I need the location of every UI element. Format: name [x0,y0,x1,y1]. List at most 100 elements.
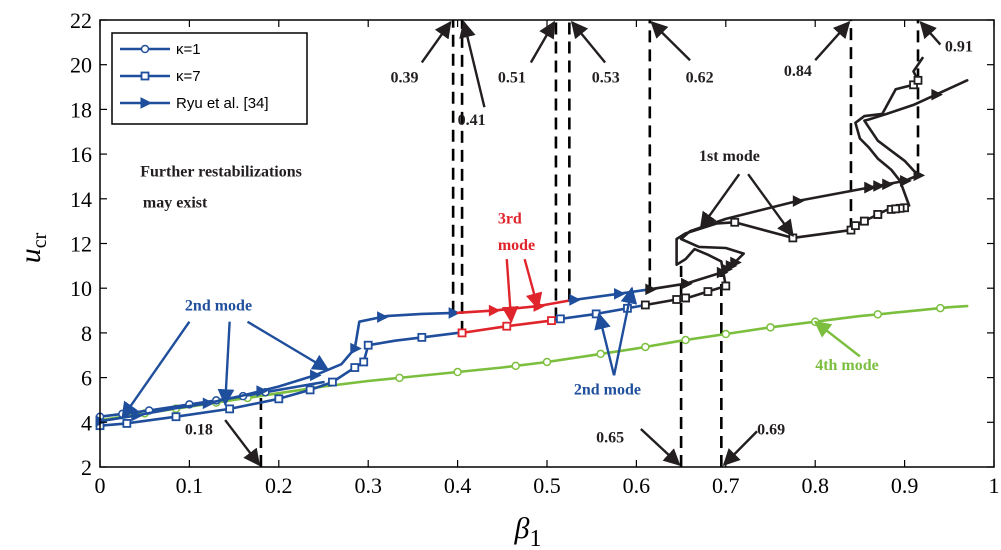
annotation-label: 1st mode [699,148,760,165]
series-9-marker-7 [792,195,805,207]
series-line-9 [648,79,969,291]
annotation-arrow-15-0 [813,320,861,358]
y-tick-label: 10 [70,276,92,301]
y-tick-label: 12 [70,232,92,257]
series-2-marker-4 [274,394,284,404]
y-tick-label: 6 [81,366,92,391]
series-9-marker-0 [645,283,657,296]
x-tick-label: 0.9 [891,473,919,498]
series-2-marker-3 [225,404,235,414]
series-6-marker-3 [256,385,269,397]
series-2-marker-10 [417,332,427,342]
series-2-marker-6 [328,377,337,387]
series-5-marker-3 [703,287,713,296]
series-0-marker-13 [766,323,775,332]
x-tick-label: 0.8 [801,473,829,498]
y-tick-label: 8 [81,321,92,346]
series-2-marker-7 [350,363,360,372]
x-tick-label: 0 [95,473,106,498]
annotation-arrow-3-0 [570,20,607,64]
series-5-marker-8 [846,225,856,235]
annotation-arrow-4-0 [650,21,691,62]
series-0-marker-7 [511,361,520,371]
series-5-marker-17 [891,204,901,214]
annotation-arrow-12-1 [523,258,543,310]
series-9-marker-11 [873,180,885,192]
annotation-label: 2nd mode [574,381,641,398]
legend-marker-0 [140,44,150,54]
series-5-marker-19 [913,75,923,85]
series-0-marker-12 [721,329,731,339]
x-tick-label: 1 [989,473,1000,498]
annotation-arrow-13-2 [246,320,330,371]
x-tick-label: 0.1 [176,473,204,498]
annotation-arrow-12-0 [501,259,519,324]
annotation-label: 0.91 [945,38,973,55]
series-6-marker-7 [448,307,461,319]
series-5-marker-4 [672,295,682,304]
annotation-arrow-9-0 [722,430,758,466]
series-4-marker-0 [556,314,565,324]
annotation-arrow-14-1 [594,312,616,376]
annotation-arrow-5-0 [814,20,851,62]
annotation-label: Further restabilizations [140,163,302,180]
series-line-6 [98,311,459,423]
series-6-marker-5 [350,342,362,355]
series-3-marker-0 [457,328,467,338]
annotations: 0.39 0.41 0.51 0.53 0.62 0.84 0.91 0.18 0.65 0.69… [121,20,973,467]
series-6-marker-4 [310,369,322,382]
series-9-marker-5 [681,277,693,290]
y-tick-label: 16 [70,142,92,167]
series-5-marker-5 [681,293,690,303]
series-0-marker-11 [681,335,690,345]
y-tick-label: 22 [70,8,92,33]
series-5-marker-16 [851,221,860,231]
annotation-arrow-2-0 [529,20,556,64]
legend-marker-1 [140,71,150,81]
annotation-label: 0.41 [458,112,486,129]
annotation-label: 0.65 [596,429,624,446]
series-line-5 [643,56,924,307]
series-6-marker-0 [95,415,108,427]
series-0-marker-10 [641,342,650,352]
x-axis-label: β1 [514,512,542,550]
annotation-label: mode [498,237,535,254]
annotation-label: 0.53 [592,70,620,87]
series-5-marker-14 [873,210,883,219]
annotation-arrow-6-0 [919,20,942,46]
y-axis-label: ucr [14,232,51,263]
series-9-marker-12 [864,181,876,194]
legend: κ=1 κ=7 Ryu et al. [34] [111,32,308,125]
series-5-marker-0 [640,300,650,310]
series-line-7 [456,299,571,315]
annotation-label: 0.84 [784,63,812,80]
x-tick-label: 0.3 [354,473,382,498]
series-2-marker-1 [122,419,132,428]
x-tick-label: 0.7 [712,473,740,498]
annotation-arrow-0-0 [420,20,452,64]
x-tick-label: 0.2 [265,473,293,498]
legend-marker-2 [140,97,153,109]
series-0-marker-8 [542,357,552,367]
series-6-marker-6 [377,311,389,323]
series-0-marker-9 [596,349,605,359]
annotation-arrow-7-0 [224,419,261,467]
series-9-marker-15 [931,88,944,101]
series-9-marker-14 [900,175,912,187]
series-3-marker-2 [547,316,556,326]
series-line-8 [568,287,652,302]
axis-ticks: 0 0.1 0.2 0.3 0.4 0.5 0.6 0.7 0.8 0.9 124681012141… [70,8,1000,498]
series-5-marker-2 [721,281,731,291]
series-8-marker-1 [614,287,626,300]
y-tick-label: 18 [70,97,92,122]
series-2-marker-8 [359,357,369,367]
annotation-label: 0.18 [185,422,213,439]
annotation-arrow-8-0 [640,428,681,466]
annotation-arrow-10-1 [747,173,794,238]
annotation-label: 0.39 [391,70,419,87]
legend-label: κ=7 [176,68,201,85]
series-5-marker-6 [730,217,740,227]
annotation-label: 0.62 [686,70,714,87]
series-0-marker-16 [936,303,945,313]
